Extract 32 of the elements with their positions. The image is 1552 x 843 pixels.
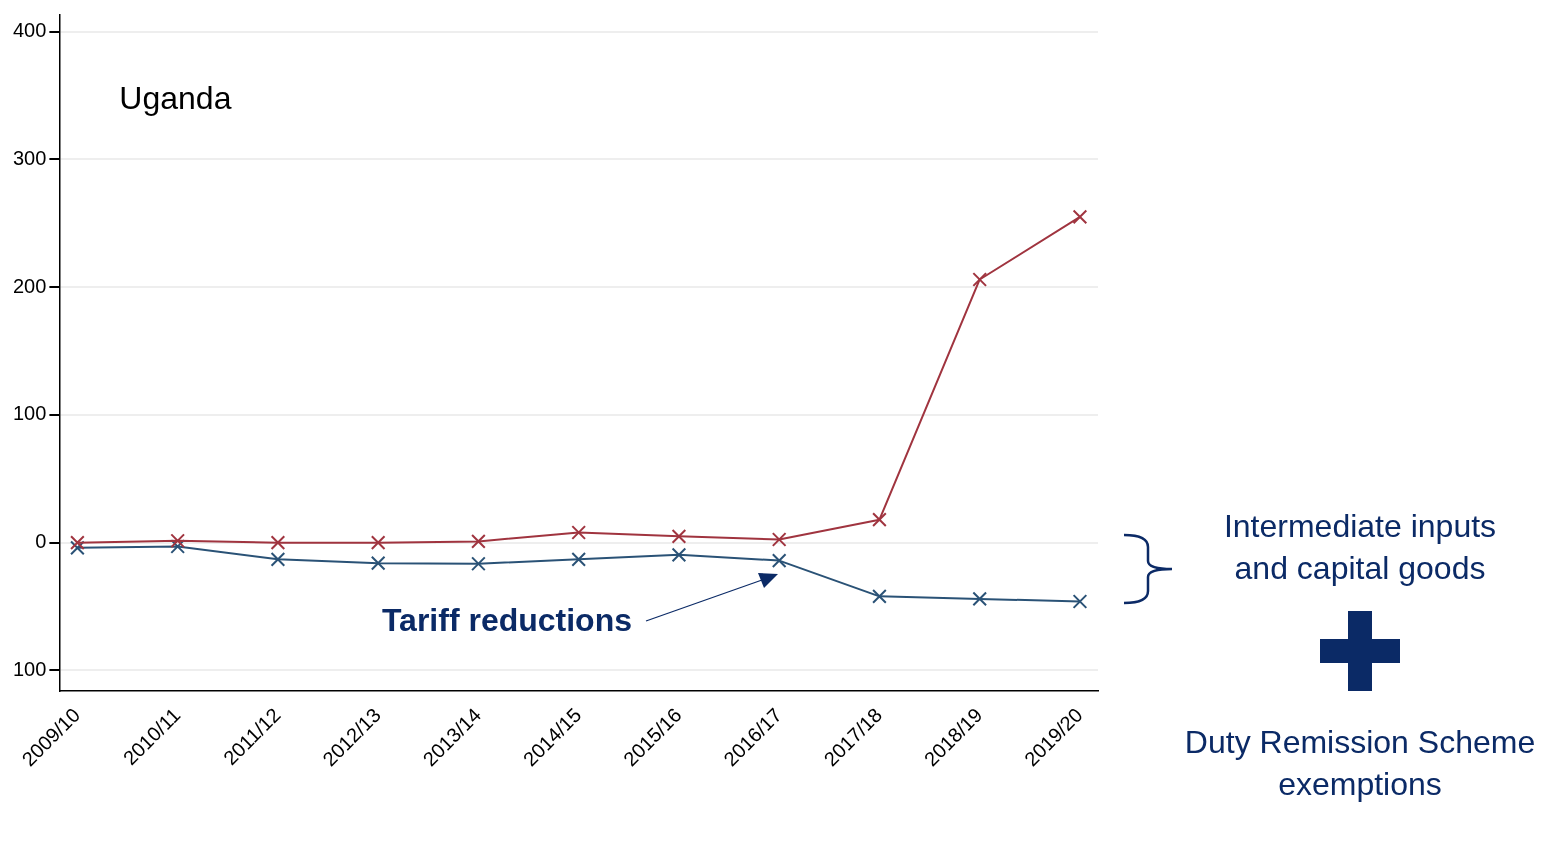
point: [771, 553, 787, 568]
annotation: Uganda: [119, 79, 232, 116]
point: [170, 539, 186, 554]
point: [370, 555, 386, 571]
point: [771, 532, 787, 547]
y-tick-label: 400: [12, 19, 47, 42]
y-tick-label: 100: [12, 402, 47, 425]
text: Duty Remission Scheme exemptions: [1183, 723, 1537, 804]
annotation: Tariff reductions: [381, 601, 632, 638]
point: [170, 533, 186, 549]
point: [571, 525, 587, 540]
y-tick-label: 200: [12, 274, 47, 297]
point: [872, 589, 887, 604]
point: [671, 528, 687, 544]
point: [270, 535, 286, 551]
point: [872, 512, 887, 528]
point: [370, 535, 386, 551]
y-tick-label: 0: [35, 530, 47, 553]
point: [972, 272, 988, 287]
point: [471, 534, 486, 549]
point: [471, 556, 486, 572]
point: [70, 535, 85, 551]
point: [571, 551, 587, 567]
point: [972, 591, 988, 607]
point: [70, 540, 85, 556]
point: [1072, 209, 1088, 225]
y-tick-label: 300: [12, 146, 47, 169]
text: Intermediate inputs and capital goods: [1222, 507, 1498, 588]
point: [1072, 594, 1088, 609]
y-tick-label: 100: [12, 657, 47, 680]
point: [671, 547, 687, 563]
point: [270, 551, 286, 567]
